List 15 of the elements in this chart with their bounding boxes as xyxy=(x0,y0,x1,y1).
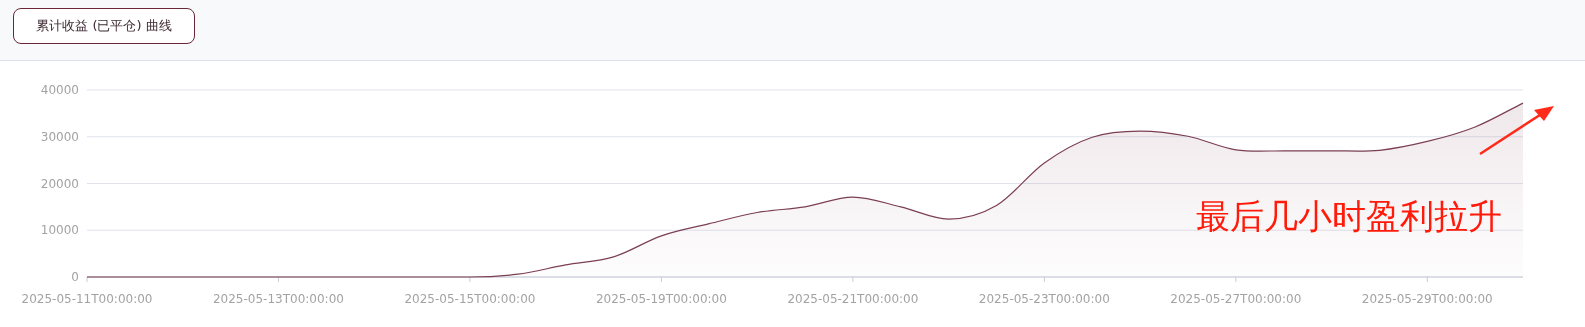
x-tick-label: 2025-05-29T00:00:00 xyxy=(1361,292,1493,306)
y-tick-label: 40000 xyxy=(40,83,79,97)
x-tick-label: 2025-05-11T00:00:00 xyxy=(21,292,153,306)
x-tick-label: 2025-05-15T00:00:00 xyxy=(404,292,536,306)
x-tick-label: 2025-05-21T00:00:00 xyxy=(787,292,919,306)
x-tick-label: 2025-05-13T00:00:00 xyxy=(212,292,344,306)
x-tick-label: 2025-05-27T00:00:00 xyxy=(1170,292,1302,306)
chart-title: 累计收益 (已平仓) 曲线 xyxy=(13,8,195,44)
x-tick-label: 2025-05-23T00:00:00 xyxy=(978,292,1110,306)
y-tick-label: 0 xyxy=(71,270,79,284)
y-tick-label: 10000 xyxy=(40,223,79,238)
y-tick-label: 20000 xyxy=(40,176,79,191)
annotation: 最后几小时盈利拉升 xyxy=(1196,196,1502,236)
y-tick-label: 30000 xyxy=(40,129,79,144)
x-tick-label: 2025-05-19T00:00:00 xyxy=(595,292,727,306)
